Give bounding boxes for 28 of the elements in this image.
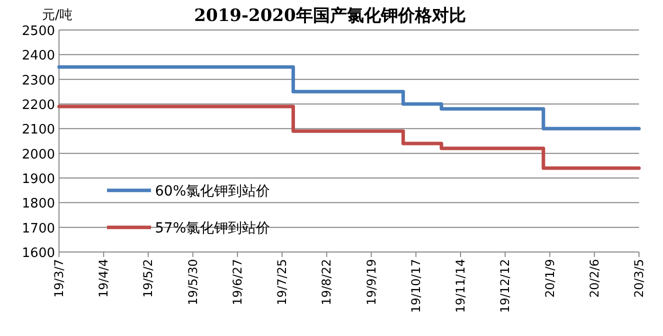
y-axis-title: 元/吨: [42, 8, 72, 23]
chart-title: 2019-2020年国产氯化钾价格对比: [194, 6, 466, 26]
y-tick-label: 2000: [22, 147, 55, 162]
y-tick-label: 2300: [22, 73, 55, 88]
x-tick-label: 19/7/25: [275, 259, 290, 306]
x-tick-label: 19/9/19: [364, 259, 378, 306]
legend-label: 57%氯化钾到站价: [155, 220, 270, 236]
y-tick-label: 1800: [22, 196, 55, 212]
y-tick-label: 2500: [22, 24, 55, 39]
legend-label: 60%氯化钾到站价: [155, 183, 270, 200]
x-tick-label: 19/6/27: [230, 259, 244, 306]
x-tick-label: 19/11/14: [454, 259, 468, 313]
x-tick-label: 19/8/22: [320, 259, 334, 306]
x-tick-label: 19/4/4: [96, 259, 111, 298]
y-tick-label: 2400: [22, 48, 55, 64]
x-tick-label: 20/3/5: [632, 259, 646, 298]
y-tick-label: 1700: [22, 221, 55, 236]
x-tick-label: 19/5/2: [141, 259, 156, 298]
y-tick-label: 2100: [22, 122, 55, 138]
y-tick-label: 1600: [22, 246, 55, 261]
x-tick-label: 19/5/30: [186, 259, 200, 306]
x-tick-label: 19/3/7: [52, 259, 66, 298]
x-tick-label: 20/1/9: [542, 259, 557, 298]
x-tick-label: 19/12/12: [498, 259, 512, 313]
y-tick-label: 1900: [22, 172, 55, 187]
y-tick-label: 2200: [22, 98, 55, 113]
x-tick-label: 19/10/17: [408, 259, 423, 313]
x-tick-label: 20/2/6: [587, 259, 602, 298]
